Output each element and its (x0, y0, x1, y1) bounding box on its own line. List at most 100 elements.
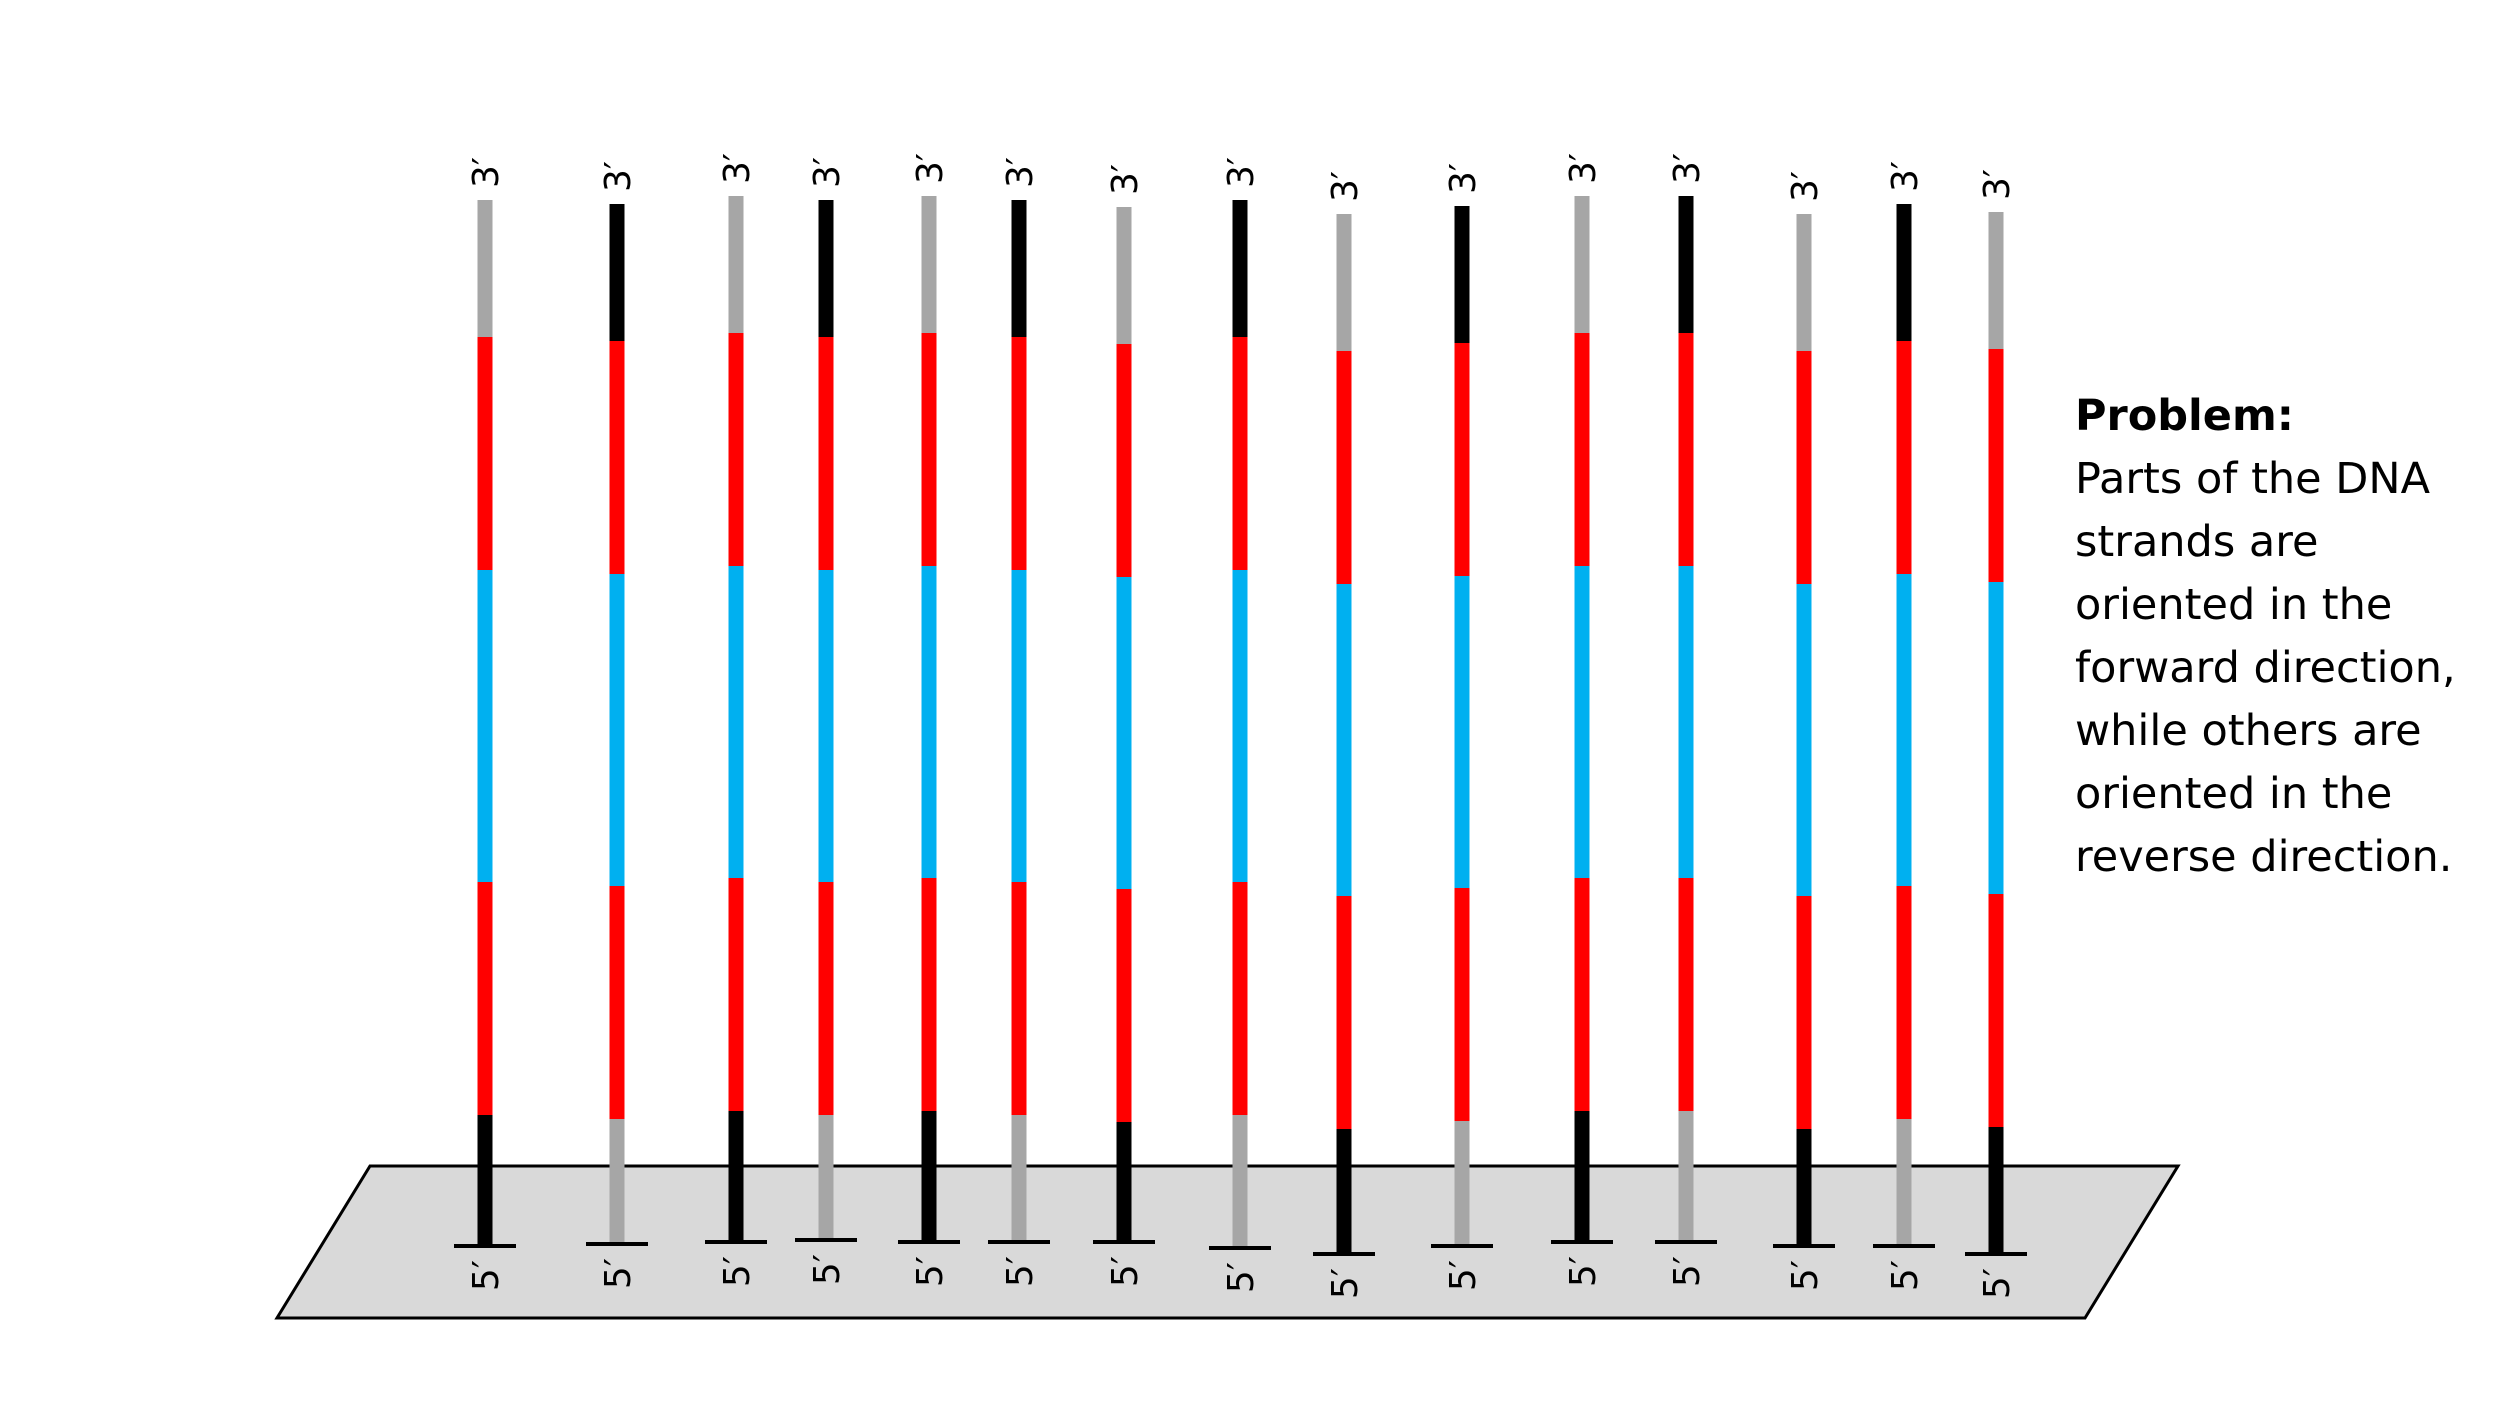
strand-11-red-segment (1574, 333, 1590, 566)
five-prime-label: 5′ (1221, 1262, 1262, 1293)
strand-10-bottom-end-segment (1454, 1121, 1470, 1246)
three-prime-label: 3′ (598, 161, 639, 192)
strand-9-red-segment (1336, 896, 1352, 1129)
strand-2-bottom-end-segment (609, 1119, 625, 1244)
strand-6-blue-segment (1011, 570, 1027, 882)
strand-11-red-segment (1574, 878, 1590, 1111)
five-prime-label: 5′ (1667, 1256, 1708, 1287)
strand-11-blue-segment (1574, 566, 1590, 878)
strand-7-top-end-segment (1116, 207, 1132, 344)
strand-2-blue-segment (609, 574, 625, 886)
strand-4-red-segment (818, 337, 834, 570)
strand-15-top-end-segment (1988, 212, 2004, 349)
problem-line: strands are (2075, 517, 2319, 567)
strand-4-top-end-segment (818, 200, 834, 337)
strand-12-bottom-end-segment (1678, 1111, 1694, 1242)
three-prime-label: 3′ (1000, 157, 1041, 188)
strand-15-red-segment (1988, 894, 2004, 1127)
five-prime-label: 5′ (717, 1256, 758, 1287)
strand-4-bottom-end-segment (818, 1115, 834, 1240)
three-prime-label: 3′ (1977, 169, 2018, 200)
strand-3-red-segment (728, 878, 744, 1111)
strand-1-red-segment (477, 337, 493, 570)
strand-11-bottom-end-segment (1574, 1111, 1590, 1242)
strand-6-red-segment (1011, 882, 1027, 1115)
strand-3-top-end-segment (728, 196, 744, 333)
three-prime-label: 3′ (1563, 153, 1604, 184)
strand-13-red-segment (1796, 896, 1812, 1129)
three-prime-label: 3′ (1325, 171, 1366, 202)
problem-line: forward direction, (2075, 643, 2456, 693)
strand-8-bottom-end-segment (1232, 1115, 1248, 1248)
strand-11-top-end-segment (1574, 196, 1590, 333)
strand-5-red-segment (921, 333, 937, 566)
strand-3-red-segment (728, 333, 744, 566)
strand-12-top-end-segment (1678, 196, 1694, 333)
problem-line: oriented in the (2075, 580, 2393, 630)
strand-15-red-segment (1988, 349, 2004, 582)
strand-12-red-segment (1678, 878, 1694, 1111)
strand-14-anchor (1873, 1244, 1935, 1248)
three-prime-label: 3′ (1221, 157, 1262, 188)
strand-14-top-end-segment (1896, 204, 1912, 341)
problem-line: reverse direction. (2075, 832, 2453, 882)
strand-5-top-end-segment (921, 196, 937, 333)
strand-1-anchor (454, 1244, 516, 1248)
three-prime-label: 3′ (1885, 161, 1926, 192)
five-prime-label: 5′ (1000, 1256, 1041, 1287)
five-prime-label: 5′ (1785, 1260, 1826, 1291)
strand-15-anchor (1965, 1252, 2027, 1256)
strand-9-bottom-end-segment (1336, 1129, 1352, 1254)
strand-13-top-end-segment (1796, 214, 1812, 351)
strand-9-anchor (1313, 1252, 1375, 1256)
three-prime-label: 3′ (717, 153, 758, 184)
strand-13-red-segment (1796, 351, 1812, 584)
three-prime-label: 3′ (807, 157, 848, 188)
problem-line: Parts of the DNA (2075, 454, 2431, 504)
strand-11-anchor (1551, 1240, 1613, 1244)
strand-10-top-end-segment (1454, 206, 1470, 343)
strand-5-bottom-end-segment (921, 1111, 937, 1242)
strand-5-anchor (898, 1240, 960, 1244)
five-prime-label: 5′ (1563, 1256, 1604, 1287)
five-prime-label: 5′ (1885, 1260, 1926, 1291)
five-prime-label: 5′ (1105, 1256, 1146, 1287)
strand-8-red-segment (1232, 337, 1248, 570)
strand-7-anchor (1093, 1240, 1155, 1244)
strand-14-red-segment (1896, 341, 1912, 574)
strand-2-top-end-segment (609, 204, 625, 341)
strand-1-red-segment (477, 882, 493, 1115)
strand-4-blue-segment (818, 570, 834, 882)
strand-15-blue-segment (1988, 582, 2004, 894)
problem-line: while others are (2075, 706, 2422, 756)
strand-7-red-segment (1116, 344, 1132, 577)
five-prime-label: 5′ (1443, 1260, 1484, 1291)
strand-14-bottom-end-segment (1896, 1119, 1912, 1246)
strand-10-red-segment (1454, 888, 1470, 1121)
attachment-surface (274, 1164, 2181, 1320)
five-prime-label: 5′ (1325, 1268, 1366, 1299)
five-prime-label: 5′ (1977, 1268, 2018, 1299)
strand-2-red-segment (609, 886, 625, 1119)
strand-8-anchor (1209, 1246, 1271, 1250)
strand-10-anchor (1431, 1244, 1493, 1248)
three-prime-label: 3′ (1667, 153, 1708, 184)
strand-1-blue-segment (477, 570, 493, 882)
three-prime-label: 3′ (910, 153, 951, 184)
strand-9-red-segment (1336, 351, 1352, 584)
strand-9-blue-segment (1336, 584, 1352, 896)
strand-8-top-end-segment (1232, 200, 1248, 337)
three-prime-label: 3′ (1443, 163, 1484, 194)
strand-2-anchor (586, 1242, 648, 1246)
strand-6-red-segment (1011, 337, 1027, 570)
strand-6-anchor (988, 1240, 1050, 1244)
strand-8-red-segment (1232, 882, 1248, 1115)
strand-8-blue-segment (1232, 570, 1248, 882)
strand-4-red-segment (818, 882, 834, 1115)
strand-6-bottom-end-segment (1011, 1115, 1027, 1242)
dna-strands: 3′ 5′ 3′ 5′ 3′ 5′ 3′ 5′ 3′ 5′ 3′ 5′ 3′ 5′ 3′ 5′ 3′ 5′ 3′ 5′… (454, 153, 2027, 1299)
five-prime-label: 5′ (466, 1260, 507, 1291)
strand-5-blue-segment (921, 566, 937, 878)
problem-heading: Problem: (2075, 391, 2294, 441)
strand-3-anchor (705, 1240, 767, 1244)
